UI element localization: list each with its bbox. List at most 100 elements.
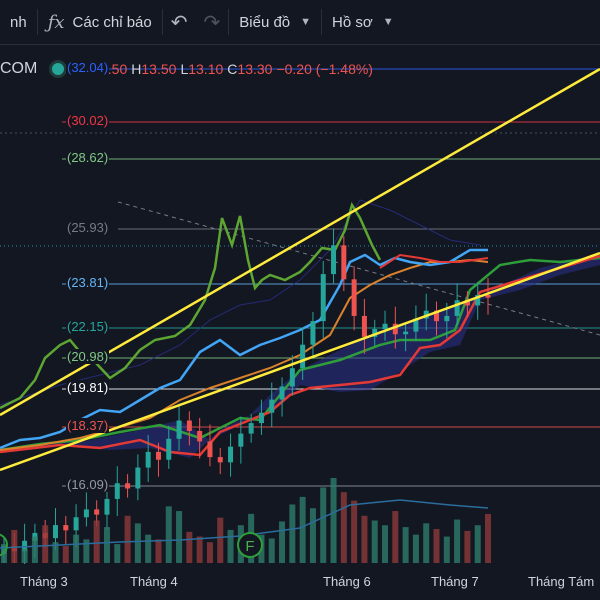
candle-body <box>217 457 223 463</box>
volume-bar <box>103 527 110 563</box>
candle-body <box>83 509 89 518</box>
volume-bar <box>21 548 28 563</box>
volume-bar <box>433 529 440 563</box>
volume-bar <box>361 515 368 563</box>
candle-body <box>392 323 398 335</box>
volume-bar <box>299 496 306 563</box>
volume-bar <box>93 520 100 563</box>
candle-body <box>145 451 151 468</box>
volume-bar <box>402 527 409 563</box>
high-key: H <box>131 61 142 77</box>
fib-level-label: (18.37) <box>66 418 110 433</box>
x-axis-label: Tháng 6 <box>323 574 371 589</box>
x-axis-label: Tháng 4 <box>130 574 178 589</box>
channel-lower-trendline[interactable] <box>0 251 600 472</box>
candle-body <box>176 420 182 439</box>
volume-bar <box>268 538 275 563</box>
candle-body <box>125 483 131 489</box>
profile-menu-label: Hồ sơ <box>332 13 373 31</box>
volume-bar <box>165 506 172 563</box>
fib-level-label: (28.62) <box>66 150 110 165</box>
toolbar-divider <box>161 9 163 35</box>
volume-bar <box>320 487 327 563</box>
candle-body <box>382 323 388 329</box>
candle-body <box>186 420 192 431</box>
volume-bar <box>83 539 90 563</box>
candle-body <box>22 540 28 552</box>
volume-bar <box>155 539 162 563</box>
fib-level-label: (22.15) <box>66 319 110 334</box>
candle-body <box>94 509 100 515</box>
price-chart[interactable]: F <box>0 44 600 600</box>
volume-bar <box>454 519 461 563</box>
volume-bar <box>330 478 337 563</box>
undo-icon[interactable]: ↶ <box>170 11 188 34</box>
change-value: −0.20 (−1.48%) <box>276 61 373 77</box>
fib-level-label: (23.81) <box>66 275 110 290</box>
indicators-button[interactable]: ƒx Các chỉ báo <box>38 0 162 44</box>
candle-body <box>104 498 110 515</box>
leading-span-a <box>0 256 600 452</box>
toolbar-divider <box>36 9 38 35</box>
candle-body <box>351 279 357 316</box>
function-fx-icon: ƒx <box>47 11 65 33</box>
indicators-label: Các chỉ báo <box>72 13 152 31</box>
dashed-trendline[interactable] <box>117 201 600 336</box>
close-key: C <box>227 61 238 77</box>
candle-body <box>63 525 69 531</box>
candle-body <box>454 300 460 316</box>
close-value: 13.30 <box>237 61 273 77</box>
volume-bar <box>217 517 224 563</box>
toolbar-truncated-item[interactable]: nh <box>0 0 37 44</box>
volume-bars <box>1 478 491 563</box>
candle-body <box>207 441 213 458</box>
event-marker-financials[interactable] <box>237 532 263 558</box>
fib-level-label: (20.98) <box>66 349 110 364</box>
high-value: 13.50 <box>141 61 177 77</box>
candle-body <box>248 423 254 434</box>
event-marker[interactable] <box>0 533 8 557</box>
volume-bar <box>73 534 80 563</box>
volume-bar <box>114 544 121 563</box>
volume-bar <box>423 523 430 563</box>
volume-bar <box>340 492 347 563</box>
volume-bar <box>31 536 38 563</box>
candle-body <box>372 328 378 337</box>
volume-bar <box>206 542 213 563</box>
toolbar-divider <box>321 9 323 35</box>
candle-body <box>300 344 306 369</box>
volume-bar <box>309 508 316 563</box>
volume-bar <box>124 515 131 563</box>
symbol-legend: COM O13.50 H13.50 L13.10 C13.30 −0.20 (−… <box>0 58 377 80</box>
volume-bar <box>52 542 59 563</box>
volume-bar <box>485 513 491 563</box>
candle-body <box>258 412 264 424</box>
x-axis-label: Tháng 3 <box>20 574 68 589</box>
candle-body <box>279 386 285 400</box>
candle-body <box>269 399 275 413</box>
volume-bar <box>392 511 399 563</box>
market-status-icon <box>49 60 68 78</box>
lagging-span <box>0 201 382 410</box>
candle-body <box>238 433 244 447</box>
candle-body <box>289 368 295 387</box>
candle-body <box>73 517 79 531</box>
symbol-name[interactable]: COM <box>0 60 38 77</box>
volume-bar <box>134 523 141 563</box>
volume-bar <box>186 531 193 563</box>
chevron-down-icon: ▼ <box>382 16 394 28</box>
profile-menu-button[interactable]: Hồ sơ ▼ <box>322 0 404 44</box>
candle-body <box>485 295 491 298</box>
volume-bar <box>289 504 296 563</box>
low-key: L <box>180 61 189 77</box>
chart-menu-button[interactable]: Biểu đồ ▼ <box>229 0 321 44</box>
volume-bar <box>412 534 419 563</box>
volume-bar <box>279 521 286 563</box>
volume-bar <box>464 530 471 563</box>
volume-bar <box>62 546 69 563</box>
redo-icon[interactable]: ↷ <box>203 11 221 34</box>
top-toolbar: nh ƒx Các chỉ báo ↶ ↷ Biểu đồ ▼ Hồ sơ ▼ <box>0 0 600 45</box>
fib-level-label: (16.09) <box>66 477 110 492</box>
x-axis-label: Tháng Tám <box>528 574 595 589</box>
volume-bar <box>351 500 358 563</box>
